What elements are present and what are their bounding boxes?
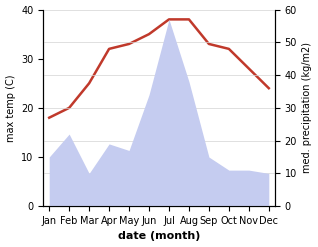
X-axis label: date (month): date (month): [118, 231, 200, 242]
Y-axis label: med. precipitation (kg/m2): med. precipitation (kg/m2): [302, 42, 313, 173]
Y-axis label: max temp (C): max temp (C): [5, 74, 16, 142]
